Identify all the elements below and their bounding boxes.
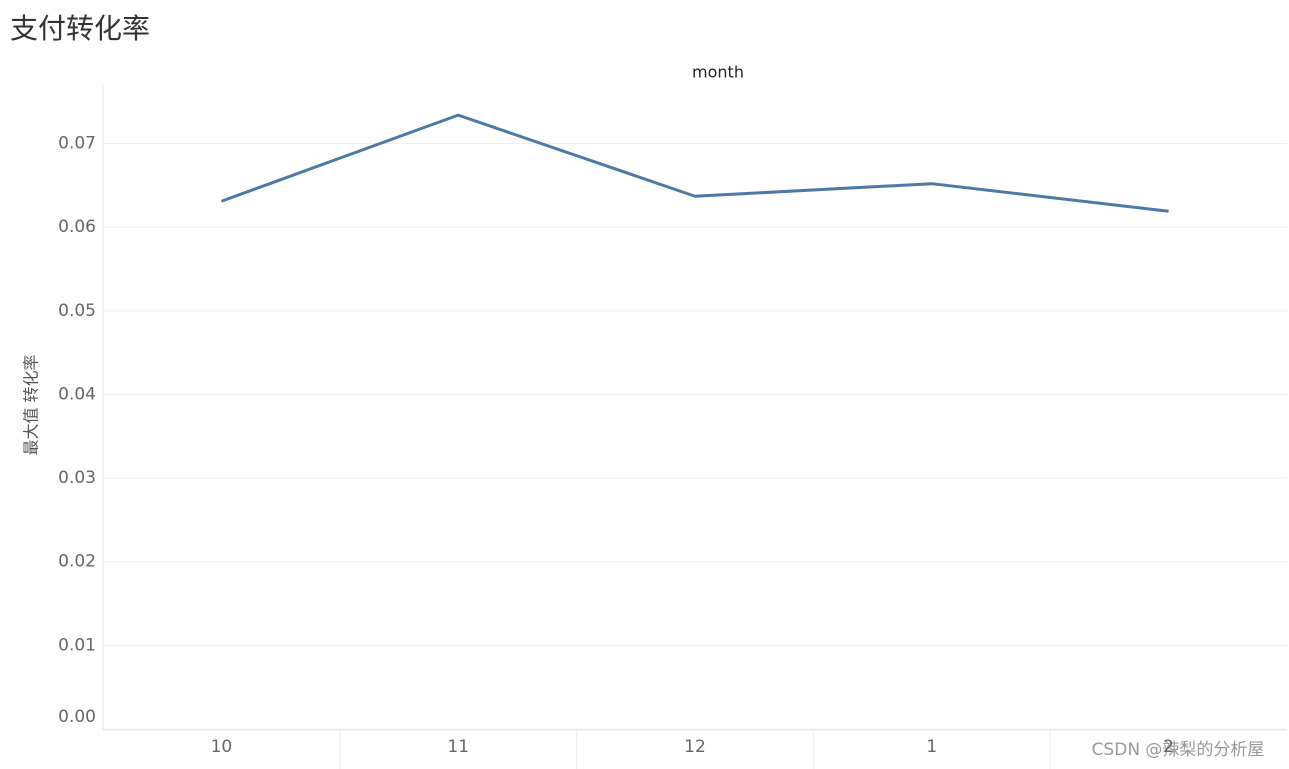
y-tick-label: 0.00 bbox=[58, 707, 96, 727]
y-tick-label: 0.05 bbox=[58, 301, 96, 321]
y-tick-label: 0.04 bbox=[58, 384, 96, 404]
y-tick-label: 0.03 bbox=[58, 468, 96, 488]
x-tick-label: 12 bbox=[684, 737, 706, 757]
y-tick-label: 0.07 bbox=[58, 134, 96, 154]
x-tick-label: 2 bbox=[1163, 737, 1174, 757]
line bbox=[220, 113, 1169, 213]
watermark: CSDN @辣梨的分析屋 bbox=[1092, 740, 1265, 760]
y-tick-label: 0.02 bbox=[58, 552, 96, 572]
y-tick-label: 0.06 bbox=[58, 217, 96, 237]
x-tick-label: 10 bbox=[211, 737, 233, 757]
x-axis-title: month bbox=[692, 63, 744, 82]
chart-title: 支付转化率 bbox=[10, 12, 150, 45]
y-tick-label: 0.01 bbox=[58, 635, 96, 655]
y-axis-title: 最大值 转化率 bbox=[22, 354, 41, 455]
x-tick-label: 11 bbox=[447, 737, 469, 757]
x-tick-label: 1 bbox=[926, 737, 937, 757]
